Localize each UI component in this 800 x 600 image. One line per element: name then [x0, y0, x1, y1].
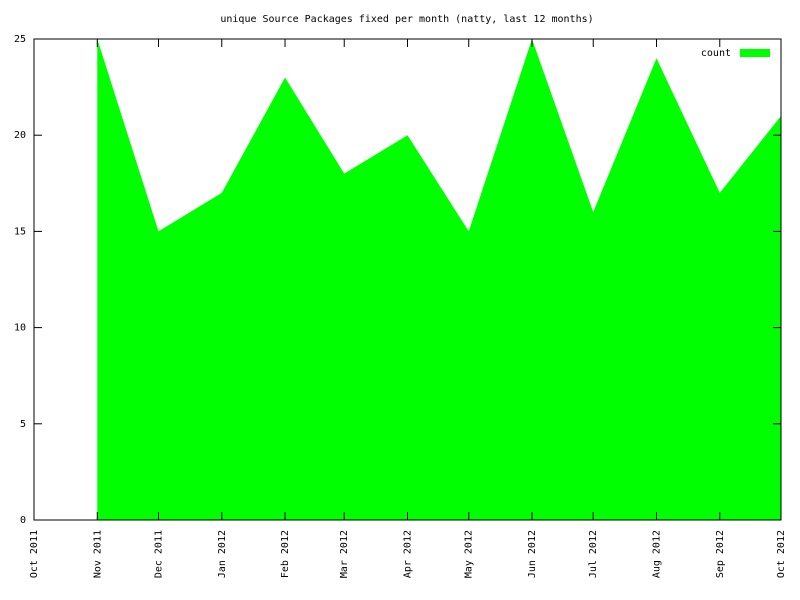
x-tick-label: Oct 2011 [29, 530, 40, 578]
x-tick-label: Jun 2012 [527, 530, 538, 578]
x-tick-label: Jul 2012 [588, 530, 599, 578]
x-tick-label: May 2012 [464, 530, 475, 578]
x-tick-label: Feb 2012 [280, 530, 291, 578]
legend-swatch [740, 49, 770, 57]
x-tick-label: Apr 2012 [403, 530, 414, 578]
y-tick-label: 25 [14, 34, 26, 45]
chart-title: unique Source Packages fixed per month (… [220, 14, 593, 25]
x-tick-label: Sep 2012 [715, 530, 726, 578]
x-tick-label: Dec 2011 [154, 530, 165, 578]
x-tick-label: Aug 2012 [652, 530, 663, 578]
legend-label: count [701, 48, 731, 59]
area [97, 39, 781, 520]
y-tick-label: 0 [20, 515, 26, 526]
x-tick-label: Oct 2012 [776, 530, 787, 578]
y-tick-label: 15 [14, 226, 26, 237]
y-tick-label: 10 [14, 323, 26, 334]
x-tick-label: Jan 2012 [217, 530, 228, 578]
y-tick-label: 5 [20, 419, 26, 430]
x-tick-label: Mar 2012 [339, 530, 350, 578]
y-tick-label: 20 [14, 130, 26, 141]
x-tick-label: Nov 2011 [92, 530, 103, 578]
